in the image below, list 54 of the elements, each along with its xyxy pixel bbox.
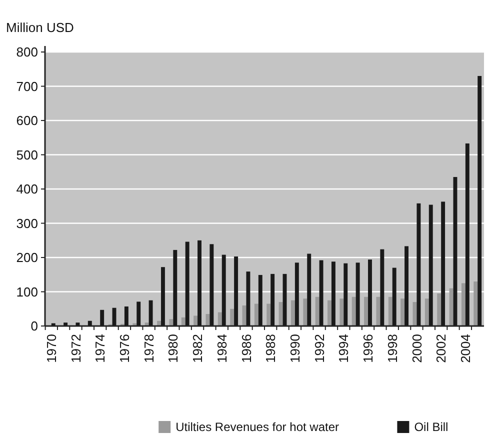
bar (206, 314, 210, 326)
x-tick-label: 1992 (312, 334, 327, 363)
y-tick-label: 800 (16, 44, 38, 60)
bar (449, 288, 454, 326)
bar (181, 317, 186, 326)
y-tick-label: 300 (16, 216, 38, 231)
bar (328, 300, 332, 326)
bar (315, 296, 320, 326)
bar (400, 298, 405, 326)
x-tick-label: 1990 (287, 334, 302, 363)
y-axis-title: Million USD (6, 20, 74, 35)
y-tick-label: 200 (16, 250, 38, 266)
x-tick-label: 1980 (166, 334, 181, 363)
x-tick-label: 1982 (190, 334, 206, 363)
x-tick-label: 1988 (263, 334, 278, 363)
y-tick-label: 0 (30, 318, 38, 334)
bar (169, 319, 174, 326)
legend-label: Utilties Revenues for hot water (176, 420, 340, 434)
bar (230, 308, 234, 326)
x-tick-label: 1978 (141, 334, 156, 363)
bar (437, 293, 442, 326)
x-tick-label: 2002 (434, 334, 449, 363)
bar (461, 283, 466, 326)
y-tick-label: 400 (16, 182, 38, 197)
x-tick-label: 1986 (238, 334, 254, 363)
bar (266, 304, 271, 326)
bar (254, 304, 258, 326)
bar (424, 298, 429, 326)
bar (474, 281, 478, 326)
x-tick-label: 1974 (92, 334, 108, 363)
bar (376, 296, 380, 326)
bar (290, 300, 295, 326)
bar (303, 298, 308, 326)
x-tick-label: 2004 (458, 334, 473, 363)
bar (352, 296, 356, 326)
x-tick-label: 1996 (360, 334, 376, 363)
y-tick-label: 500 (16, 147, 38, 162)
x-tick-label: 1970 (44, 334, 59, 363)
y-tick-label: 100 (16, 284, 38, 300)
legend-label: Oil Bill (414, 420, 448, 434)
x-tick-label: 1976 (117, 334, 132, 363)
x-tick-label: 1998 (384, 334, 400, 363)
y-tick-label: 600 (16, 113, 38, 128)
bar (364, 296, 368, 326)
bar (194, 316, 198, 326)
bar (388, 296, 392, 326)
x-tick-label: 1972 (68, 334, 84, 363)
x-tick-label: 2000 (409, 334, 424, 363)
x-tick-label: 1994 (336, 334, 352, 363)
y-tick-label: 700 (16, 78, 38, 94)
bar (340, 298, 344, 326)
bar (218, 312, 222, 326)
x-tick-label: 1984 (214, 334, 230, 363)
bar (278, 302, 283, 326)
